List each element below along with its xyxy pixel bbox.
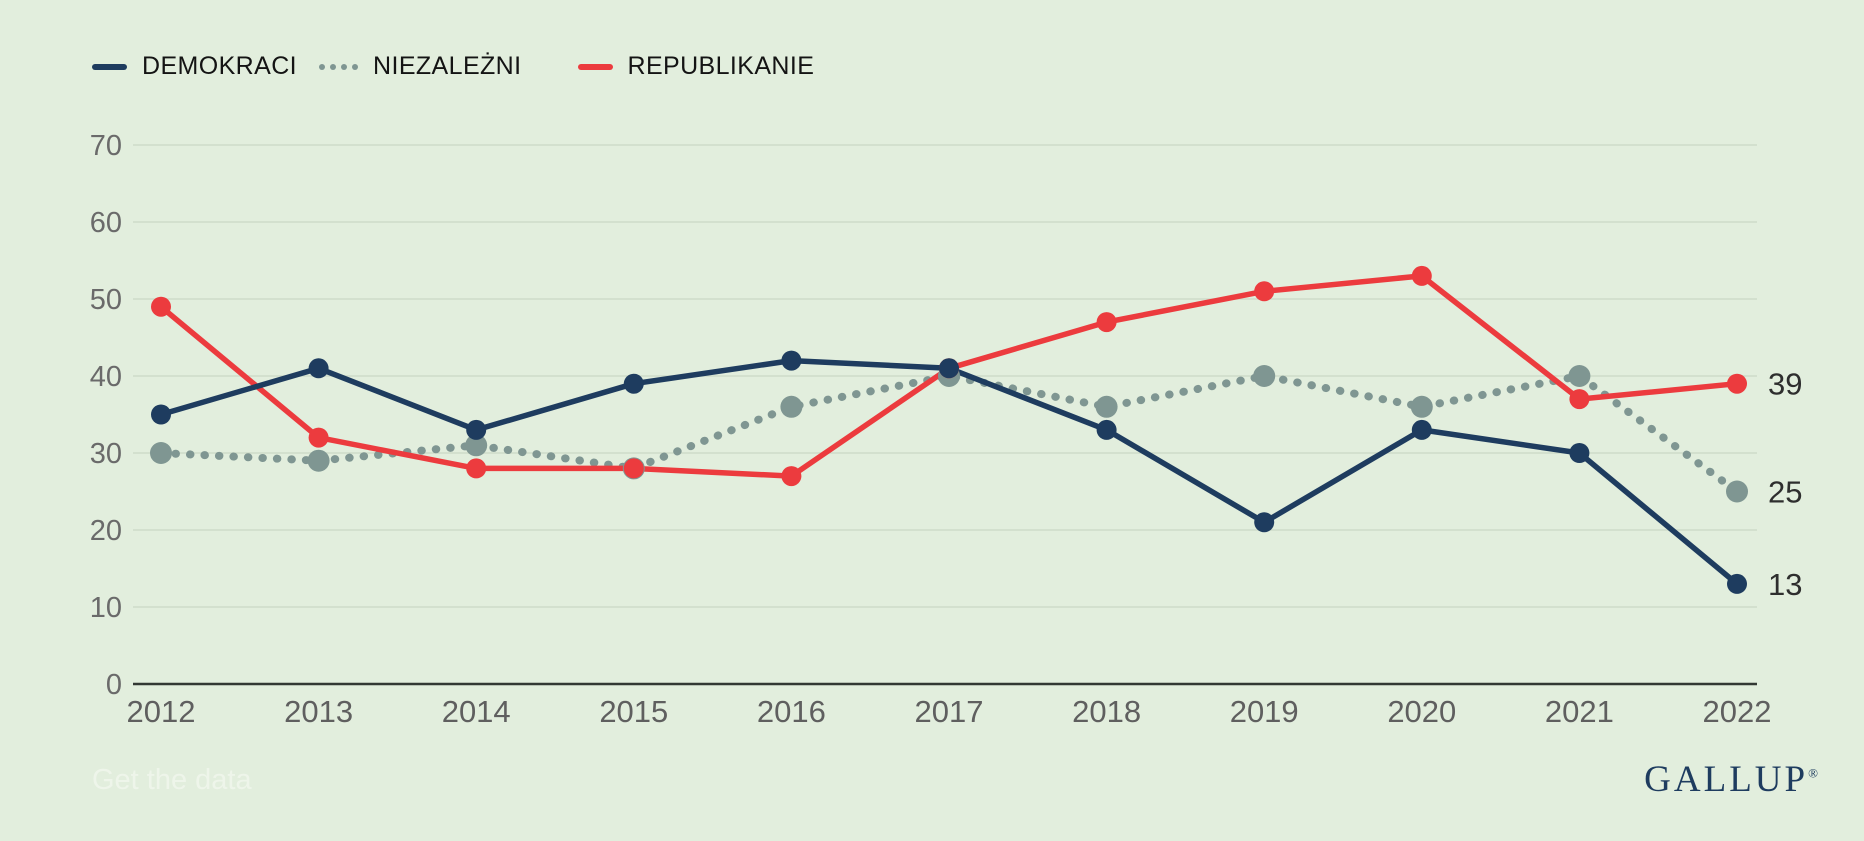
line-demokraci <box>160 357 1739 587</box>
y-tick-label-0: 0 <box>106 669 122 701</box>
point-demokraci-2015[interactable] <box>623 373 644 394</box>
legend-label: NIEZALEŻNI <box>373 52 522 80</box>
point-niezależni-2018[interactable] <box>1095 395 1118 418</box>
point-republikanie-2022[interactable] <box>1727 373 1747 394</box>
point-republikanie-2012[interactable] <box>151 296 171 317</box>
legend: DEMOKRACI NIEZALEŻNI REPUBLIKANIE <box>92 52 814 81</box>
x-tick-label-2014: 2014 <box>442 694 511 729</box>
x-tick-label-2021: 2021 <box>1545 694 1614 729</box>
x-tick-label-2013: 2013 <box>284 694 353 729</box>
point-demokraci-2017[interactable] <box>939 358 959 379</box>
legend-label: REPUBLIKANIE <box>627 52 815 80</box>
y-tick-label-70: 70 <box>90 130 122 162</box>
point-republikanie-2013[interactable] <box>308 427 329 448</box>
point-republikanie-2021[interactable] <box>1569 389 1590 410</box>
point-republikanie-2018[interactable] <box>1096 312 1117 333</box>
y-tick-label-30: 30 <box>90 438 122 470</box>
legend-item-demokraci[interactable]: DEMOKRACI <box>92 52 297 81</box>
point-demokraci-2016[interactable] <box>781 350 802 371</box>
point-republikanie-2019[interactable] <box>1254 281 1275 302</box>
point-demokraci-2018[interactable] <box>1096 419 1117 440</box>
y-tick-label-20: 20 <box>90 515 122 547</box>
x-tick-label-2019: 2019 <box>1230 694 1299 729</box>
legend-swatch-solid-red-icon <box>577 63 613 70</box>
y-tick-label-60: 60 <box>90 207 122 239</box>
point-demokraci-2020[interactable] <box>1411 419 1432 440</box>
point-niezależni-2021[interactable] <box>1568 365 1591 387</box>
point-niezależni-2012[interactable] <box>150 442 172 464</box>
x-tick-label-2012: 2012 <box>127 694 196 729</box>
line-niezależni <box>157 372 1741 496</box>
get-the-data-link[interactable]: Get the data <box>92 764 252 796</box>
gallup-logo-text: GALLUP <box>1644 759 1809 800</box>
point-demokraci-2019[interactable] <box>1254 512 1275 533</box>
end-label-demokraci: 13 <box>1768 567 1802 602</box>
point-demokraci-2013[interactable] <box>308 358 329 379</box>
gallup-logo: GALLUP® <box>1644 758 1818 801</box>
point-niezależni-2013[interactable] <box>307 449 330 472</box>
point-demokraci-2021[interactable] <box>1569 443 1590 463</box>
point-niezależni-2016[interactable] <box>780 395 803 418</box>
registered-mark-icon: ® <box>1808 765 1818 781</box>
point-niezależni-2014[interactable] <box>465 434 488 457</box>
point-niezależni-2020[interactable] <box>1410 395 1433 418</box>
point-republikanie-2015[interactable] <box>623 458 644 479</box>
x-tick-label-2018: 2018 <box>1072 694 1141 729</box>
point-niezależni-2019[interactable] <box>1253 365 1276 387</box>
point-republikanie-2016[interactable] <box>781 466 802 487</box>
end-label-republikanie: 39 <box>1768 367 1802 402</box>
y-tick-label-40: 40 <box>90 361 122 393</box>
legend-swatch-dotted-gray-icon <box>319 63 359 70</box>
point-niezależni-2022[interactable] <box>1726 480 1748 503</box>
y-tick-label-50: 50 <box>90 284 122 316</box>
x-tick-label-2020: 2020 <box>1387 694 1456 729</box>
end-label-niezależni: 25 <box>1768 475 1802 510</box>
legend-label: DEMOKRACI <box>142 52 298 80</box>
point-demokraci-2012[interactable] <box>151 404 171 425</box>
legend-item-republikanie[interactable]: REPUBLIKANIE <box>577 52 815 81</box>
point-republikanie-2020[interactable] <box>1411 265 1432 286</box>
point-demokraci-2022[interactable] <box>1727 573 1747 594</box>
y-tick-label-10: 10 <box>90 592 122 624</box>
x-tick-label-2017: 2017 <box>915 694 984 729</box>
legend-swatch-solid-navy-icon <box>92 63 127 70</box>
x-tick-label-2016: 2016 <box>757 694 826 729</box>
point-demokraci-2014[interactable] <box>466 419 487 440</box>
x-tick-label-2022: 2022 <box>1703 694 1772 729</box>
x-tick-label-2015: 2015 <box>599 694 668 729</box>
point-republikanie-2014[interactable] <box>466 458 487 479</box>
legend-item-niezalezni[interactable]: NIEZALEŻNI <box>319 52 521 81</box>
